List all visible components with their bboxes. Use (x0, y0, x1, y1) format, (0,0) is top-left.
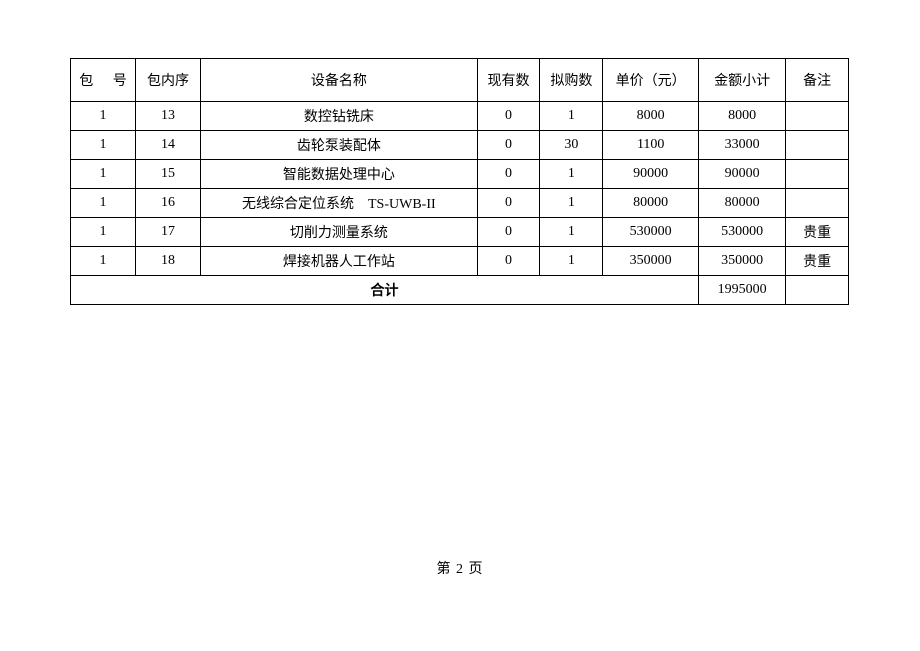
cell-name: 智能数据处理中心 (201, 160, 478, 189)
header-price: 单价（元） (603, 59, 699, 102)
cell-remark: 贵重 (786, 247, 849, 276)
cell-remark (786, 102, 849, 131)
cell-plan: 1 (540, 102, 603, 131)
cell-pkg: 1 (71, 247, 136, 276)
cell-have: 0 (477, 102, 540, 131)
header-pkg: 包 号 (71, 74, 135, 89)
header-have: 现有数 (477, 59, 540, 102)
cell-name: 焊接机器人工作站 (201, 247, 478, 276)
table-total-row: 合计 1995000 (71, 276, 849, 305)
cell-plan: 1 (540, 160, 603, 189)
table-row: 1 17 切削力测量系统 0 1 530000 530000 贵重 (71, 218, 849, 247)
cell-seq: 17 (136, 218, 201, 247)
cell-have: 0 (477, 247, 540, 276)
cell-have: 0 (477, 131, 540, 160)
equipment-table: 包 号 包内序 设备名称 现有数 拟购数 单价（元） 金额小计 备注 1 13 … (70, 58, 849, 305)
cell-name: 齿轮泵装配体 (201, 131, 478, 160)
table-row: 1 18 焊接机器人工作站 0 1 350000 350000 贵重 (71, 247, 849, 276)
table-row: 1 14 齿轮泵装配体 0 30 1100 33000 (71, 131, 849, 160)
cell-name: 切削力测量系统 (201, 218, 478, 247)
total-amount: 1995000 (699, 276, 786, 305)
cell-seq: 13 (136, 102, 201, 131)
header-seq: 包内序 (136, 59, 201, 102)
cell-pkg: 1 (71, 160, 136, 189)
cell-name: 无线综合定位系统 TS-UWB-II (201, 189, 478, 218)
cell-amount: 530000 (699, 218, 786, 247)
cell-pkg: 1 (71, 189, 136, 218)
header-amount: 金额小计 (699, 59, 786, 102)
cell-remark (786, 131, 849, 160)
cell-remark (786, 160, 849, 189)
cell-plan: 1 (540, 247, 603, 276)
cell-amount: 90000 (699, 160, 786, 189)
cell-seq: 18 (136, 247, 201, 276)
equipment-table-container: 包 号 包内序 设备名称 现有数 拟购数 单价（元） 金额小计 备注 1 13 … (70, 58, 849, 305)
table-body: 1 13 数控钻铣床 0 1 8000 8000 1 14 齿轮泵装配体 0 3… (71, 102, 849, 305)
cell-amount: 8000 (699, 102, 786, 131)
header-plan: 拟购数 (540, 59, 603, 102)
table-header-row: 包 号 包内序 设备名称 现有数 拟购数 单价（元） 金额小计 备注 (71, 59, 849, 102)
cell-pkg: 1 (71, 102, 136, 131)
table-row: 1 16 无线综合定位系统 TS-UWB-II 0 1 80000 80000 (71, 189, 849, 218)
cell-seq: 14 (136, 131, 201, 160)
table-row: 1 15 智能数据处理中心 0 1 90000 90000 (71, 160, 849, 189)
cell-plan: 1 (540, 189, 603, 218)
cell-have: 0 (477, 218, 540, 247)
cell-amount: 350000 (699, 247, 786, 276)
cell-pkg: 1 (71, 131, 136, 160)
cell-plan: 1 (540, 218, 603, 247)
table-row: 1 13 数控钻铣床 0 1 8000 8000 (71, 102, 849, 131)
cell-name: 数控钻铣床 (201, 102, 478, 131)
cell-price: 80000 (603, 189, 699, 218)
cell-have: 0 (477, 160, 540, 189)
page-number: 第 2 页 (0, 558, 920, 578)
cell-seq: 16 (136, 189, 201, 218)
cell-amount: 80000 (699, 189, 786, 218)
cell-pkg: 1 (71, 218, 136, 247)
total-remark (786, 276, 849, 305)
cell-price: 1100 (603, 131, 699, 160)
cell-remark: 贵重 (786, 218, 849, 247)
cell-plan: 30 (540, 131, 603, 160)
cell-seq: 15 (136, 160, 201, 189)
cell-price: 350000 (603, 247, 699, 276)
cell-price: 90000 (603, 160, 699, 189)
cell-remark (786, 189, 849, 218)
header-name: 设备名称 (201, 59, 478, 102)
cell-amount: 33000 (699, 131, 786, 160)
header-remark: 备注 (786, 59, 849, 102)
cell-have: 0 (477, 189, 540, 218)
total-label: 合计 (71, 276, 699, 305)
cell-price: 8000 (603, 102, 699, 131)
cell-price: 530000 (603, 218, 699, 247)
